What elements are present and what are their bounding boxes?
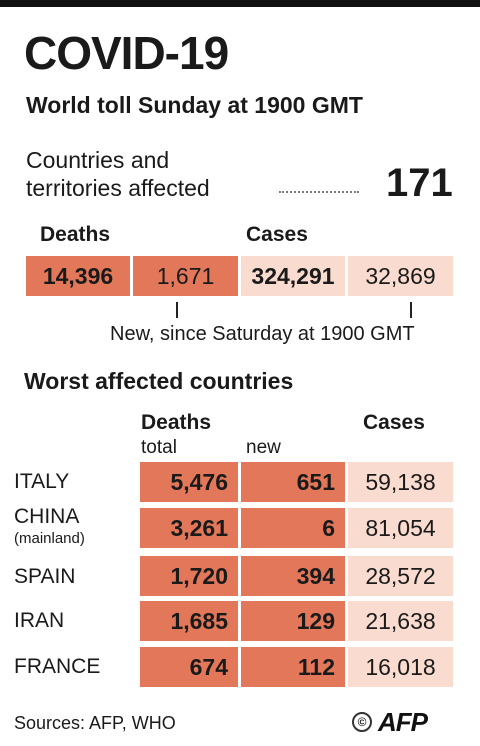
sources-credit: Sources: AFP, WHO [14, 713, 176, 733]
col-new-header: new [246, 437, 281, 458]
country-name: CHINA [14, 505, 80, 528]
cases-cell: 16,018 [348, 647, 453, 687]
new-deaths-tick [176, 302, 178, 318]
deaths-new-cell: 112 [241, 647, 345, 687]
country-name: IRAN [14, 609, 65, 632]
deaths-new-cell: 129 [241, 601, 345, 641]
summary-cases-new: 32,869 [348, 256, 453, 296]
countries-affected-value: 171 [386, 161, 453, 205]
country-name: ITALY [14, 470, 70, 493]
col-total-header: total [141, 437, 177, 458]
deaths-total-cell: 1,685 [140, 601, 238, 641]
col-deaths-header: Deaths [141, 411, 212, 434]
dotted-leader [279, 191, 359, 193]
page-title: COVID-19 [24, 27, 229, 79]
countries-label-line2: territories affected [26, 175, 210, 201]
cases-cell: 59,138 [348, 462, 453, 502]
country-subtitle: (mainland) [14, 530, 85, 547]
col-cases-header: Cases [363, 411, 425, 434]
deaths-new-cell: 651 [241, 462, 345, 502]
deaths-new-cell: 6 [241, 508, 345, 548]
new-since-note: New, since Saturday at 1900 GMT [110, 323, 415, 345]
summary-cases-label: Cases [246, 223, 308, 246]
deaths-total-cell: 674 [140, 647, 238, 687]
cases-cell: 81,054 [348, 508, 453, 548]
countries-affected-label: Countries and territories affected [26, 146, 210, 202]
afp-logo: © AFP [352, 706, 428, 737]
country-name: FRANCE [14, 655, 101, 678]
top-rule [0, 0, 480, 7]
summary-cases-total: 324,291 [241, 256, 345, 296]
country-name: SPAIN [14, 565, 76, 588]
subtitle: World toll Sunday at 1900 GMT [26, 92, 363, 118]
copyright-icon: © [352, 712, 372, 732]
worst-affected-title: Worst affected countries [24, 368, 294, 394]
deaths-total-cell: 3,261 [140, 508, 238, 548]
cases-cell: 28,572 [348, 556, 453, 596]
new-cases-tick [410, 302, 412, 318]
cases-cell: 21,638 [348, 601, 453, 641]
deaths-total-cell: 5,476 [140, 462, 238, 502]
summary-deaths-label: Deaths [40, 223, 111, 246]
deaths-new-cell: 394 [241, 556, 345, 596]
countries-label-line1: Countries and [26, 147, 170, 173]
summary-deaths-total: 14,396 [26, 256, 130, 296]
afp-logo-text: AFP [378, 706, 428, 737]
summary-deaths-new: 1,671 [133, 256, 238, 296]
deaths-total-cell: 1,720 [140, 556, 238, 596]
